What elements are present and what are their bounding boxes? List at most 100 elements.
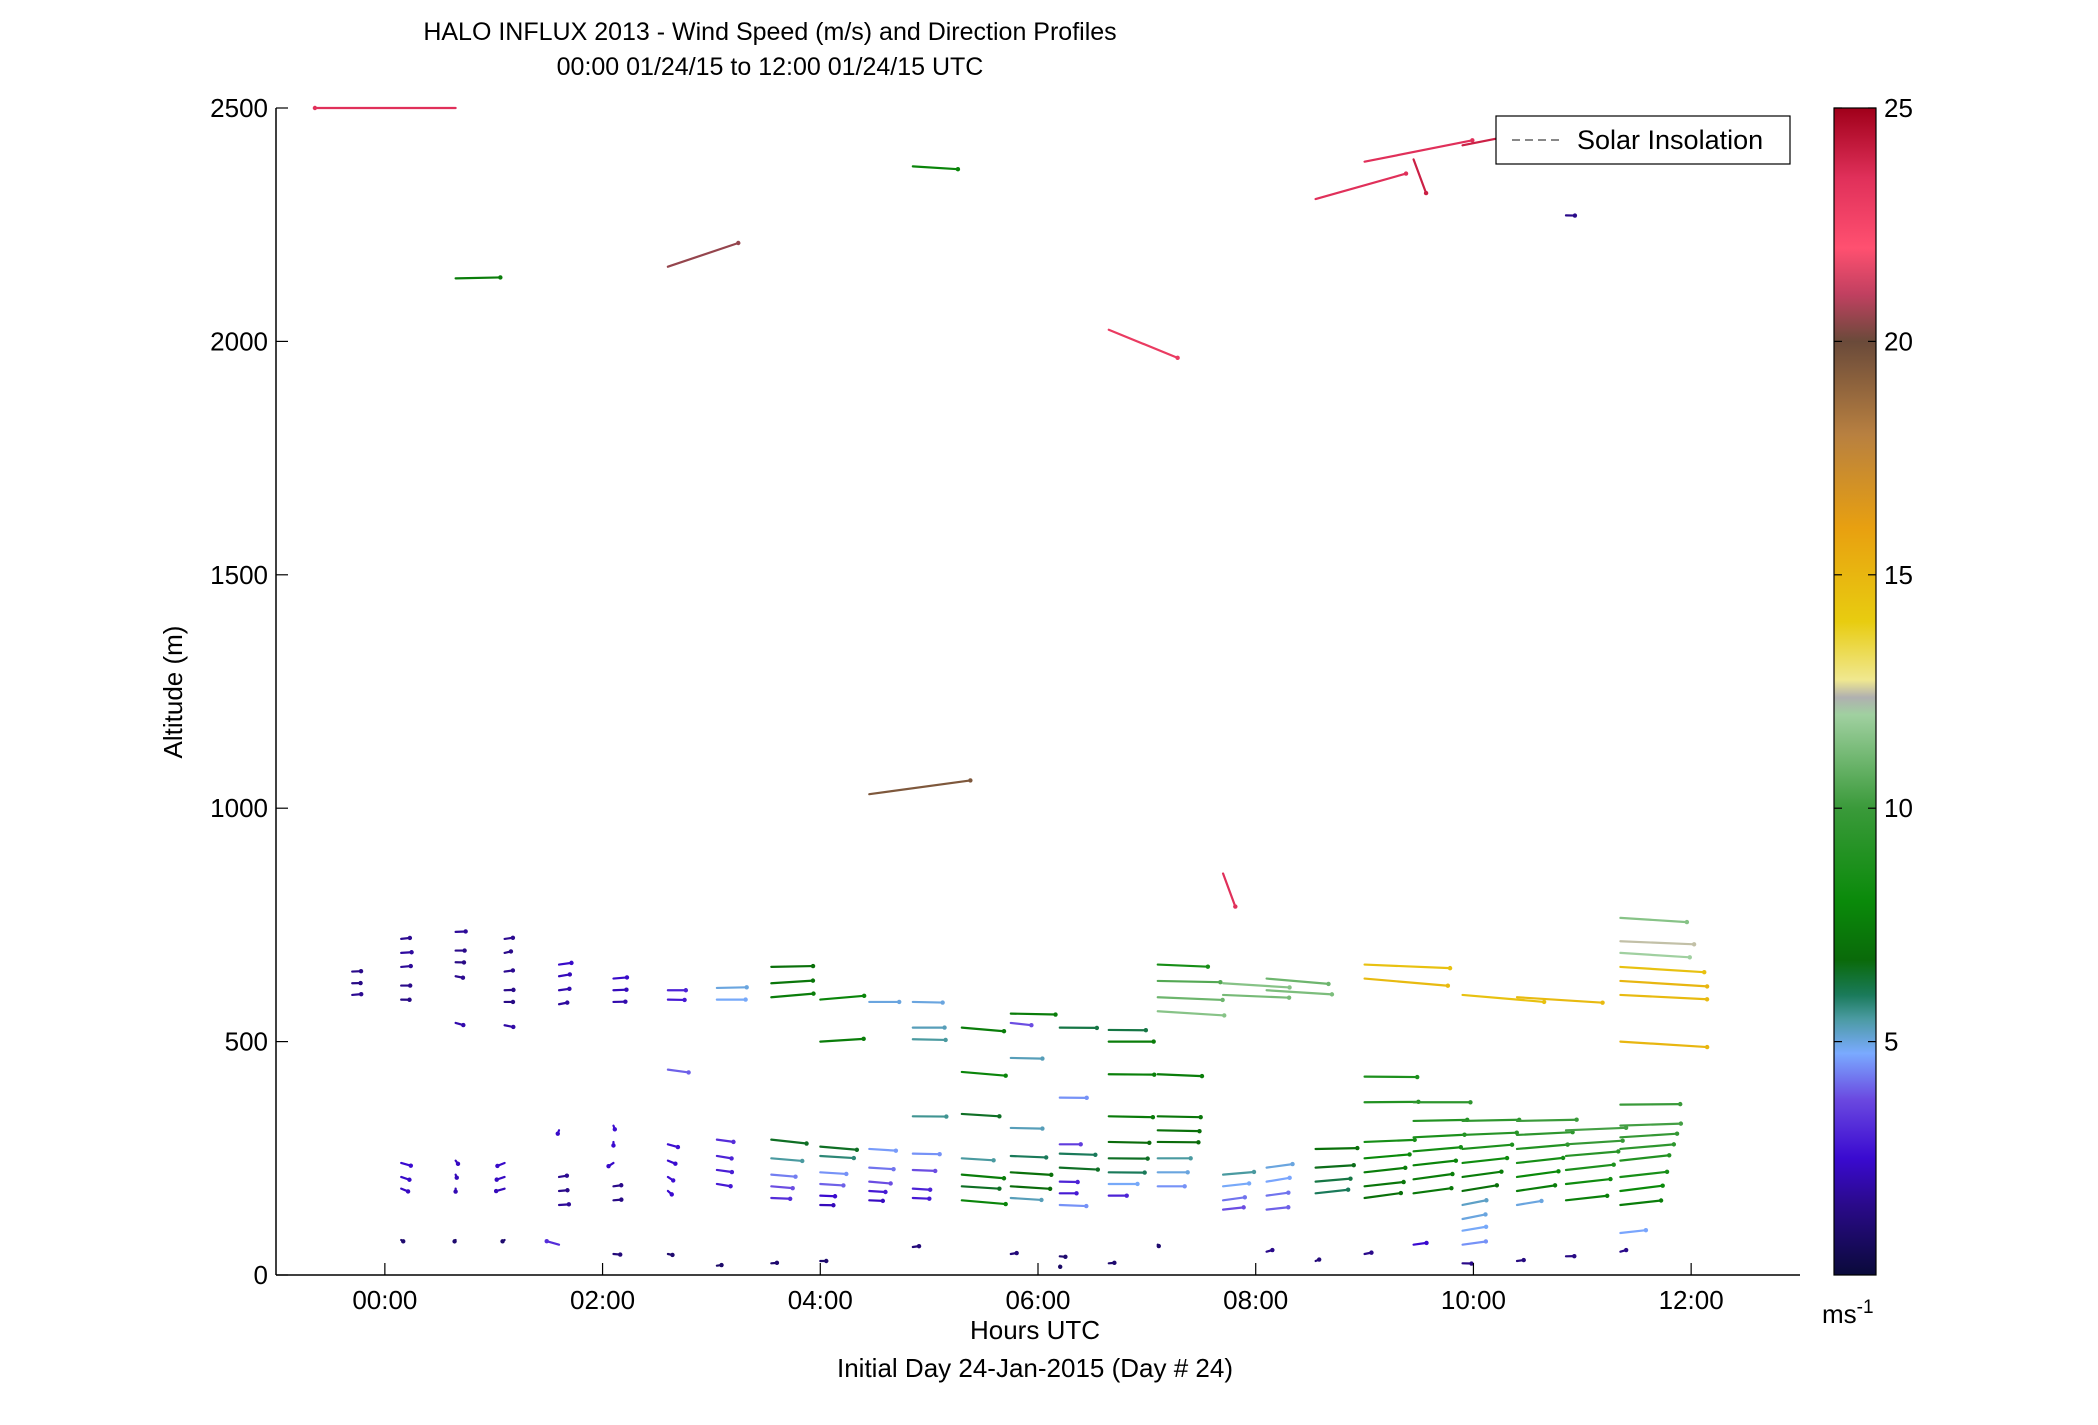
wind-vector-shaft [1265,1163,1294,1169]
wind-vector [544,1238,561,1246]
wind-vector-head [1029,1022,1034,1028]
wind-vector [960,1026,1007,1034]
wind-vector-head [686,1070,691,1075]
wind-vector-shaft [819,1182,845,1187]
wind-vector [1363,1165,1408,1174]
wind-vector-head [1196,1140,1201,1145]
wind-vector [400,935,413,941]
wind-vector [400,1161,414,1168]
wind-vector [666,1252,675,1258]
wind-vector [911,1025,947,1030]
wind-vector-head [1604,1193,1610,1198]
wind-vector-head [544,1238,549,1244]
wind-vector-head [1623,1247,1629,1253]
wind-vector-head [1509,1142,1515,1147]
wind-vector-head [454,1175,459,1180]
wind-vector-head [927,1196,932,1201]
wind-vector [1156,1170,1190,1175]
wind-vector-head [569,960,574,966]
x-tick-label: 10:00 [1441,1285,1506,1315]
wind-vector-shaft [1461,1131,1518,1137]
colorbar-tick-label: 15 [1884,560,1913,590]
wind-vector-shaft [911,1152,941,1156]
wind-vector-head [1483,1239,1489,1244]
wind-vector [960,1185,1002,1191]
wind-vector-head [1057,1264,1063,1269]
wind-vector-head [1407,1152,1412,1157]
wind-vector [1564,1162,1616,1172]
wind-vector [453,1187,458,1194]
wind-vector [868,1147,899,1153]
wind-vector-shaft [715,1138,735,1143]
wind-vector-head [1150,1114,1156,1120]
wind-vector-shaft [960,1026,1006,1033]
wind-vector [400,1238,406,1244]
wind-vector-head [567,986,572,992]
wind-vector-head [800,1158,805,1164]
wind-vector-shaft [1265,1191,1290,1197]
wind-vector-head [358,980,363,986]
wind-vector [557,960,574,966]
wind-vector [1058,1254,1068,1260]
wind-vector [351,969,364,974]
wind-vector [612,999,628,1004]
wind-vector [1058,1095,1089,1101]
wind-vector [666,1175,676,1183]
wind-vector-head [1608,1176,1613,1182]
wind-vector-shaft [1265,1206,1290,1211]
wind-vector [612,975,630,980]
wind-vector [503,987,516,993]
wind-vector-head [612,1127,618,1132]
wind-vector-head [1678,1121,1684,1126]
wind-vector [1461,1155,1510,1165]
wind-vector-shaft [819,1194,837,1198]
wind-vector-head [1674,1131,1680,1136]
y-tick-label: 2000 [210,326,268,356]
colorbar-tick-label: 5 [1884,1027,1898,1057]
wind-vector [770,1196,793,1201]
wind-vector-head [675,1144,681,1150]
wind-vector [1314,1257,1322,1263]
wind-vector-head [624,975,630,980]
wind-vector [1515,1183,1558,1193]
wind-vector [1221,1195,1248,1202]
wind-vector-head [1053,1012,1058,1017]
wind-vector-head [452,1239,457,1244]
wind-vector-shaft [715,1168,734,1174]
wind-vector-shaft [1619,916,1688,924]
wind-vector-head [1290,1161,1295,1167]
wind-vector-head [861,993,867,999]
wind-vector [1221,1181,1252,1188]
wind-vector [819,1182,846,1188]
wind-vector-head [1483,1212,1488,1217]
wind-vector-shaft [770,979,815,985]
wind-vector-head [1093,1152,1098,1158]
wind-vector-head [832,1194,838,1199]
wind-vector-head [883,1189,888,1195]
wind-vector-shaft [1009,1154,1048,1159]
wind-vector [1412,1185,1454,1195]
wind-vector-head [1667,1153,1672,1158]
wind-vector-head [824,1258,829,1264]
wind-vector [960,1173,1007,1181]
wind-vector-head [498,275,503,280]
wind-vector [1058,1152,1098,1158]
wind-vector-head [1145,1156,1150,1161]
wind-vector-head [1351,1163,1356,1168]
wind-vector-head [1447,965,1453,971]
wind-vector-shaft [1619,1143,1675,1151]
wind-vector [715,1154,734,1161]
wind-vector-shaft [868,1199,884,1202]
wind-vector [1156,1184,1187,1189]
wind-vector-head [1398,1190,1404,1196]
wind-vector-shaft [1461,1156,1509,1165]
wind-vector [868,999,902,1005]
wind-vector [454,1021,466,1028]
wind-vector-head [1197,1128,1202,1134]
wind-vector-head [1246,1181,1252,1186]
wind-vector-head [1687,955,1692,960]
wind-vector-head [1286,1205,1291,1210]
wind-vector-shaft [819,1171,848,1176]
wind-vector-head [1233,904,1238,909]
wind-vector-head [1415,1074,1420,1080]
